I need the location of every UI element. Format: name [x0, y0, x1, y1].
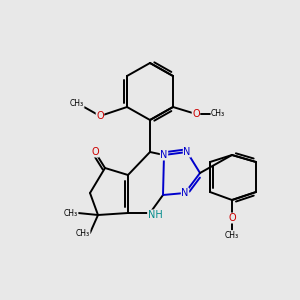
Text: N: N — [181, 188, 189, 198]
Text: O: O — [228, 213, 236, 223]
Text: N: N — [160, 150, 168, 160]
Text: CH₃: CH₃ — [76, 229, 90, 238]
Text: CH₃: CH₃ — [211, 110, 225, 118]
Text: O: O — [91, 147, 99, 157]
Text: NH: NH — [148, 210, 162, 220]
Text: O: O — [192, 109, 200, 119]
Text: CH₃: CH₃ — [70, 98, 84, 107]
Text: N: N — [183, 147, 191, 157]
Text: CH₃: CH₃ — [64, 208, 78, 217]
Text: O: O — [96, 111, 104, 121]
Text: CH₃: CH₃ — [225, 230, 239, 239]
